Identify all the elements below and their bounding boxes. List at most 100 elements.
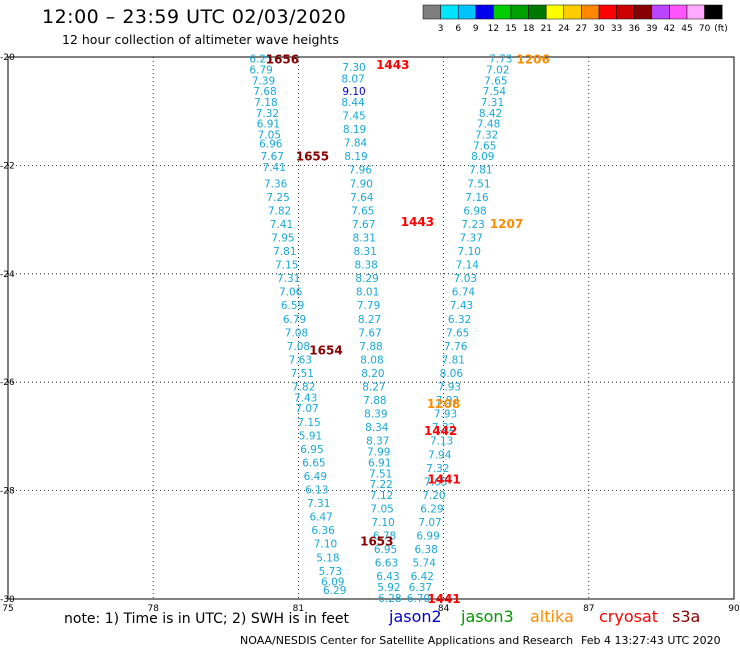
- swh-value-middle: 7.05: [370, 503, 393, 515]
- swh-value-west: 7.31: [307, 498, 330, 510]
- x-tick-label: 75: [2, 604, 13, 614]
- color-scale-label: 27: [576, 24, 587, 34]
- swh-value-west: 6.79: [283, 314, 306, 326]
- pass-time-label: 1655: [296, 150, 329, 164]
- swh-value-west: 7.39: [252, 75, 275, 87]
- color-scale-unit: (ft): [714, 24, 728, 34]
- swh-value-west: 7.67: [261, 151, 284, 163]
- swh-value-middle: 5.92: [377, 582, 400, 594]
- swh-value-east: 7.23: [461, 219, 484, 231]
- swh-value-middle: 8.39: [364, 409, 387, 421]
- swh-value-west: 6.13: [305, 485, 328, 497]
- footer-note: note: 1) Time is in UTC; 2) SWH is in fe…: [64, 611, 350, 627]
- swh-value-west: 7.82: [292, 382, 315, 394]
- swh-value-middle: 8.20: [361, 368, 384, 380]
- swh-value-west: 7.95: [271, 232, 294, 244]
- swh-value-east: 7.03: [454, 273, 477, 285]
- swh-value-middle: 7.30: [342, 62, 365, 74]
- pass-time-label: 1654: [309, 344, 342, 358]
- pass-time-labels: 1656 1655 1654 1653 1443 1443 1442 1441 1441 1206…: [266, 53, 550, 606]
- legend-jason3: jason3: [461, 607, 514, 626]
- swh-value-east: 7.94: [428, 449, 452, 461]
- swh-value-east: 8.06: [440, 368, 464, 380]
- swh-value-middle: 8.37: [366, 436, 389, 448]
- swh-value-middle: 7.96: [349, 165, 373, 177]
- swh-value-east: 7.32: [475, 130, 498, 142]
- swh-value-west: 6.25: [249, 54, 272, 66]
- swh-value-east: 7.07: [418, 517, 441, 529]
- swh-value-east: 7.13: [430, 436, 453, 448]
- swh-value-west: 7.41: [270, 219, 293, 231]
- swh-value-east: 7.54: [483, 86, 507, 98]
- swh-value-east: 6.38: [414, 544, 437, 556]
- swh-value-middle: 6.43: [376, 571, 399, 583]
- map-border: [7, 56, 735, 600]
- swh-value-east: 5.74: [413, 558, 437, 570]
- swh-value-west: 7.07: [295, 403, 318, 415]
- color-scale-label: 36: [628, 24, 640, 34]
- pass-time-label: 1206: [516, 53, 549, 67]
- legend-s3a: s3a: [672, 607, 701, 626]
- swh-value-middle: 7.65: [351, 205, 374, 217]
- swh-value-middle: 7.64: [350, 192, 374, 204]
- swh-value-east: 6.42: [411, 571, 434, 583]
- swh-value-west: 7.06: [279, 287, 303, 299]
- grid-lines: [8, 57, 734, 599]
- y-tick-label: -26: [0, 378, 15, 388]
- x-tick-label: 78: [147, 604, 159, 614]
- swh-value-east: 7.81: [469, 165, 492, 177]
- swh-value-middle: 7.51: [369, 468, 392, 480]
- x-tick-label: 90: [728, 604, 740, 614]
- swh-value-west: 6.49: [304, 471, 327, 483]
- swh-value-east: 7.93: [434, 409, 457, 421]
- color-scale-label: 39: [646, 24, 658, 34]
- swh-value-middle: 6.91: [368, 457, 391, 469]
- timestamp: Feb 4 13:27:43 UTC 2020: [581, 634, 721, 647]
- swh-value-west: 7.81: [273, 246, 296, 258]
- x-tick-label: 81: [293, 604, 304, 614]
- swh-value-east: 7.48: [477, 119, 500, 131]
- color-scale-label: 6: [455, 24, 461, 34]
- color-scale-label: 9: [473, 24, 479, 34]
- swh-value-middle: 7.67: [358, 327, 381, 339]
- swh-value-east: 6.98: [463, 205, 486, 217]
- swh-value-west: 7.41: [263, 162, 286, 174]
- swh-value-middle: 7.88: [359, 341, 382, 353]
- swh-value-west: 6.79: [249, 64, 272, 76]
- swh-value-east: 6.70: [407, 593, 430, 605]
- y-tick-label: -20: [0, 53, 15, 63]
- swh-value-east: 7.20: [422, 490, 445, 502]
- swh-value-middle: 7.67: [352, 219, 375, 231]
- swh-value-west: 7.08: [287, 341, 310, 353]
- swh-value-west: 6.09: [321, 577, 344, 589]
- y-tick-label: -22: [0, 161, 15, 171]
- color-scale-label: 24: [558, 24, 570, 34]
- swh-value-middle: 7.10: [371, 517, 394, 529]
- swh-value-middle: 7.84: [344, 138, 368, 150]
- swh-value-east: 7.92: [436, 395, 459, 407]
- swh-value-middle: 8.19: [343, 124, 366, 136]
- swh-value-middle: 6.63: [375, 558, 398, 570]
- swh-value-west: 7.63: [289, 354, 312, 366]
- swh-value-middle: 8.34: [365, 422, 389, 434]
- swh-value-east: 6.99: [416, 531, 439, 543]
- swh-value-east: 7.93: [438, 382, 461, 394]
- swh-value-middle: 8.31: [353, 232, 376, 244]
- color-scale-box: [704, 4, 723, 20]
- swh-value-east: 7.32: [426, 463, 449, 475]
- color-scale-label: 42: [664, 24, 675, 34]
- swh-value-east: 7.16: [465, 192, 489, 204]
- y-tick-label: -24: [0, 270, 15, 280]
- axis-ticks: 75 78 81 84 87 90 -20 -22 -24 -26 -28 -30: [0, 53, 740, 614]
- legend-cryosat: cryosat: [599, 607, 659, 626]
- swh-value-middle: 7.45: [342, 111, 365, 123]
- swh-value-west: 6.29: [323, 585, 346, 597]
- swh-value-middle: 6.95: [374, 544, 397, 556]
- page-subtitle: 12 hour collection of altimeter wave hei…: [62, 32, 339, 47]
- swh-value-west: 7.15: [297, 417, 320, 429]
- pass-time-label: 1443: [376, 58, 409, 72]
- color-scale-label: 45: [681, 24, 692, 34]
- swh-value-east: 7.65: [424, 476, 447, 488]
- swh-value-east: 7.73: [489, 54, 512, 66]
